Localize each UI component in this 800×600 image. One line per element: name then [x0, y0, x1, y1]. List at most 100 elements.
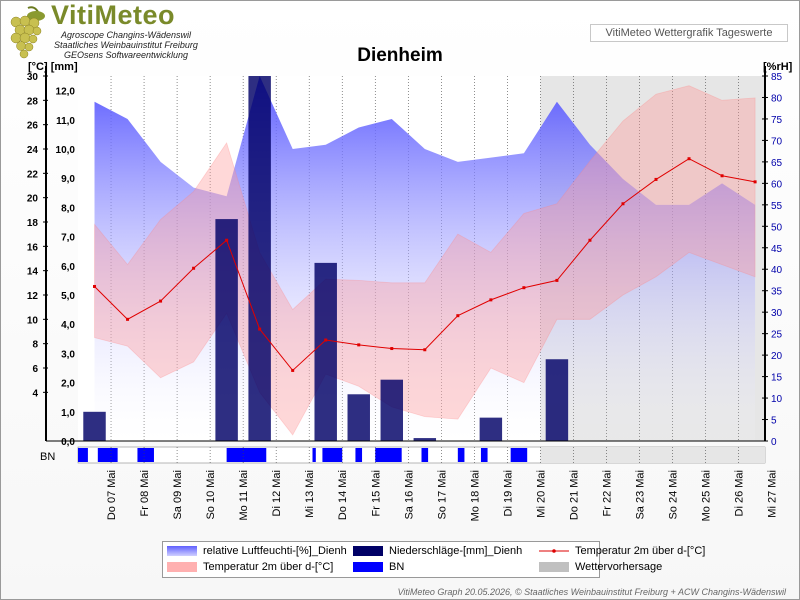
bn-forecast-region [540, 447, 765, 463]
legend-temp-range-swatch [167, 562, 197, 572]
x-tick-label: Fr 15 Mai [370, 470, 382, 516]
temperature-mean-point [555, 278, 559, 282]
humidity-tick-label: 65 [771, 158, 783, 169]
humidity-tick-label: 85 [771, 72, 783, 83]
logo-line-2: Staatliches Weinbauinstitut Freiburg [54, 40, 198, 50]
x-tick-label: Do 21 Mai [568, 470, 580, 520]
legend-bn-swatch [353, 562, 383, 572]
temperature-mean-point [456, 314, 460, 318]
humidity-tick-label: 0 [771, 437, 777, 448]
precipitation-bar [215, 219, 238, 441]
x-tick-label: Di 19 Mai [502, 470, 514, 516]
logo-line-3: GEOsens Softwareentwicklung [63, 50, 189, 60]
y-right-label: [%rH] [763, 61, 793, 73]
temp-tick-label: 6 [32, 364, 38, 375]
bn-segment [375, 448, 402, 462]
legend-forecast-swatch [539, 562, 569, 572]
rain-tick-label: 7,0 [61, 233, 75, 244]
x-tick-label: Do 07 Mai [106, 470, 118, 520]
rain-tick-label: 1,0 [61, 408, 75, 419]
bn-segment [137, 448, 154, 462]
temperature-mean-point [687, 157, 691, 161]
x-tick-label: So 24 Mai [668, 470, 680, 520]
humidity-tick-label: 70 [771, 136, 783, 147]
temp-tick-label: 16 [27, 242, 39, 253]
legend-precip-label: Niederschläge-[mm]_Dienh [389, 545, 523, 557]
temperature-mean-point [720, 174, 724, 178]
precipitation-bar [380, 379, 404, 441]
humidity-tick-label: 30 [771, 308, 783, 319]
temperature-mean-point [192, 266, 196, 270]
rain-tick-label: 12,0 [56, 87, 76, 98]
humidity-tick-label: 25 [771, 330, 783, 341]
humidity-tick-label: 45 [771, 244, 783, 255]
humidity-tick-label: 80 [771, 93, 783, 104]
temperature-mean-point [258, 327, 262, 331]
x-tick-label: Mo 25 Mai [701, 470, 713, 521]
rain-tick-label: 10,0 [56, 145, 76, 156]
legend-humidity-label: relative Luftfeuchti-[%]_Dienh [203, 545, 347, 557]
temperature-mean-point [324, 338, 328, 342]
rain-tick-label: 9,0 [61, 174, 75, 185]
x-tick-label: Sa 23 Mai [634, 470, 646, 520]
temperature-mean-point [357, 343, 361, 347]
legend-precip-swatch [353, 546, 383, 556]
x-tick-label: So 17 Mai [436, 470, 448, 520]
temperature-mean-point [621, 202, 625, 206]
temp-tick-label: 24 [27, 145, 39, 156]
logo-line-1: Agroscope Changins-Wädenswil [60, 30, 192, 40]
precipitation-bar [413, 438, 437, 441]
grape-icon [10, 6, 45, 59]
legend-bn-label: BN [389, 561, 405, 573]
temp-tick-label: 4 [32, 388, 38, 399]
temp-tick-label: 14 [27, 267, 39, 278]
humidity-tick-label: 60 [771, 179, 783, 190]
x-tick-label: So 10 Mai [205, 470, 217, 520]
legend-humidity-swatch [167, 546, 197, 556]
temperature-mean-point [489, 298, 493, 302]
bn-segment [322, 448, 343, 462]
rain-tick-label: 3,0 [61, 349, 75, 360]
logo-title: VitiMeteo [51, 0, 176, 30]
bn-segment [457, 448, 465, 462]
weather-chart: [°C] [mm] [%rH] 30 28 26 24 22 20 18 16 14 12 10 8 6 4 1… [27, 61, 793, 521]
precipitation-bar [545, 359, 569, 441]
rain-tick-label: 5,0 [61, 291, 75, 302]
humidity-tick-label: 75 [771, 115, 783, 126]
temp-tick-label: 28 [27, 96, 39, 107]
rain-tick-label: 6,0 [61, 262, 75, 273]
x-tick-label: Sa 09 Mai [172, 470, 184, 520]
bn-segment [226, 448, 267, 462]
temp-tick-label: 26 [27, 121, 39, 132]
legend-temp-mean-swatch [539, 549, 569, 553]
temperature-mean-point [126, 317, 130, 321]
humidity-tick-label: 15 [771, 373, 783, 384]
bn-segment [510, 448, 528, 462]
humidity-tick-label: 40 [771, 265, 783, 276]
temp-tick-label: 12 [27, 291, 39, 302]
x-tick-label: Fr 08 Mai [139, 470, 151, 516]
x-tick-label: Do 14 Mai [337, 470, 349, 520]
bn-segment [78, 448, 88, 462]
x-tick-label: Di 26 Mai [734, 470, 746, 516]
temp-tick-label: 22 [27, 169, 39, 180]
x-tick-label: Mo 18 Mai [469, 470, 481, 521]
temperature-mean-point [159, 299, 163, 303]
chart-title: Dienheim [357, 45, 443, 66]
temp-tick-label: 10 [27, 315, 39, 326]
rain-tick-label: 2,0 [61, 379, 75, 390]
temp-tick-label: 30 [27, 72, 39, 83]
graph-type-label: VitiMeteo Wettergrafik Tageswerte [590, 24, 788, 42]
temperature-mean-point [291, 368, 295, 372]
bn-segment [355, 448, 363, 462]
y-left-label: [°C] [mm] [28, 61, 78, 73]
legend-temp-range-label: Temperatur 2m über d-[°C] [203, 561, 334, 573]
temperature-mean-point [423, 348, 427, 352]
x-tick-label: Mi 13 Mai [304, 470, 316, 518]
precipitation-bar [83, 411, 106, 441]
bn-segment [312, 448, 316, 462]
humidity-tick-label: 50 [771, 222, 783, 233]
x-tick-label: Sa 16 Mai [403, 470, 415, 520]
temp-tick-label: 8 [32, 340, 38, 351]
humidity-tick-label: 55 [771, 201, 783, 212]
